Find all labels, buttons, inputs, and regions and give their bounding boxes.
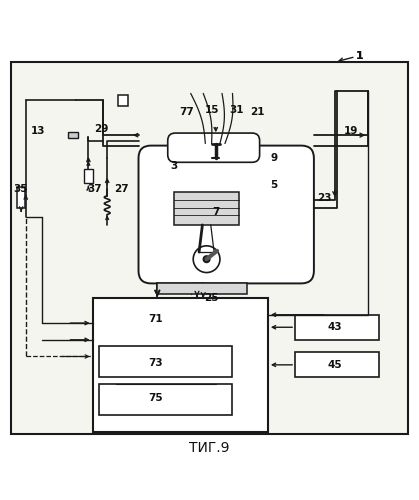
- Text: 15: 15: [204, 105, 219, 115]
- Bar: [11, 62, 408, 434]
- Text: 21: 21: [250, 107, 265, 117]
- Text: 1: 1: [356, 51, 364, 61]
- Text: 7: 7: [212, 208, 220, 218]
- FancyBboxPatch shape: [168, 133, 260, 162]
- Text: 37: 37: [87, 184, 102, 194]
- Bar: [174, 192, 239, 225]
- Bar: [84, 168, 93, 183]
- Text: 71: 71: [148, 314, 163, 324]
- Text: 3: 3: [171, 162, 178, 172]
- Text: 75: 75: [148, 394, 163, 404]
- Bar: [118, 96, 128, 106]
- Bar: [18, 188, 25, 208]
- Text: 77: 77: [179, 107, 194, 117]
- Text: 5: 5: [271, 180, 278, 190]
- Text: 27: 27: [114, 184, 129, 194]
- Bar: [67, 132, 78, 138]
- Text: 13: 13: [31, 126, 46, 136]
- Bar: [295, 352, 379, 378]
- FancyBboxPatch shape: [139, 146, 314, 284]
- Text: 31: 31: [229, 105, 244, 115]
- Bar: [99, 384, 233, 415]
- Bar: [295, 314, 379, 340]
- Text: 9: 9: [271, 153, 278, 163]
- Bar: [93, 298, 268, 432]
- Text: 23: 23: [317, 193, 331, 203]
- Text: 19: 19: [344, 126, 359, 136]
- Text: 35: 35: [13, 184, 28, 194]
- Text: 45: 45: [328, 360, 342, 370]
- Circle shape: [203, 256, 210, 262]
- Text: 1: 1: [356, 51, 363, 61]
- Text: 25: 25: [204, 293, 219, 303]
- Text: 43: 43: [328, 322, 342, 332]
- Bar: [99, 346, 233, 378]
- Text: 73: 73: [148, 358, 163, 368]
- Text: ΤИГ.9: ΤИГ.9: [189, 442, 230, 456]
- Text: 29: 29: [94, 124, 108, 134]
- Bar: [157, 284, 247, 294]
